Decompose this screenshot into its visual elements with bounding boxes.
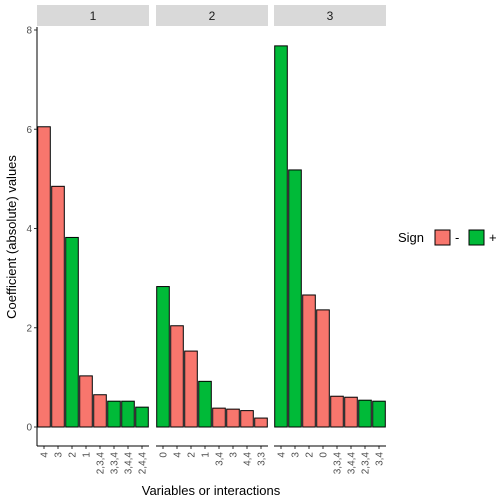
x-tick-label: 1 <box>82 452 93 458</box>
bar <box>37 126 51 428</box>
bar <box>107 400 121 428</box>
legend-label: - <box>455 230 459 245</box>
x-tick-label: 4 <box>40 452 51 458</box>
x-tick-label: 3,4 <box>375 452 386 466</box>
facet-strip-label: 3 <box>327 9 334 23</box>
x-tick-label: 3,3 <box>257 452 268 466</box>
x-tick-label: 2 <box>68 452 79 458</box>
bar <box>358 399 372 428</box>
y-tick-label: 0 <box>26 423 32 434</box>
bar <box>51 185 65 428</box>
x-tick-label: 3,3,4 <box>333 452 344 475</box>
bar <box>316 309 330 428</box>
x-tick-label: 4,4 <box>243 452 254 466</box>
facet-panel-1: 14 3 2 1 2,3,4 3,3,4 3,4,4 2,4,4 <box>37 5 149 474</box>
bar <box>226 408 240 428</box>
x-tick-label: 2,3,4 <box>96 452 107 475</box>
x-tick-label: 0 <box>159 452 170 458</box>
facet-panels: 14 3 2 1 2,3,4 3,3,4 3,4,4 2,4,420 4 2 1 3,4 3 4,4 3,3… <box>37 5 386 474</box>
bar <box>288 169 302 428</box>
bar <box>212 407 226 428</box>
x-tick-label: 2 <box>187 452 198 458</box>
facet-strip-label: 2 <box>209 9 216 23</box>
x-axis-title: Variables or interactions <box>142 483 281 498</box>
y-tick-label: 4 <box>26 224 32 235</box>
y-tick-label: 2 <box>26 323 32 334</box>
x-tick-label: 2,3,4 <box>361 452 372 475</box>
x-tick-label: 3,4 <box>215 452 226 466</box>
x-tick-label: 1 <box>201 452 212 458</box>
bar <box>65 236 79 428</box>
y-tick-label: 8 <box>26 26 32 37</box>
bar <box>170 325 184 428</box>
x-tick-label: 2,4,4 <box>138 452 149 475</box>
y-axis-title: Coefficient (absolute) values <box>4 155 19 319</box>
bar <box>121 400 135 428</box>
bar <box>372 400 386 428</box>
x-tick-label: 4 <box>277 452 288 458</box>
legend-label: + <box>489 230 497 245</box>
bar <box>135 406 149 428</box>
x-tick-label: 3 <box>54 452 65 458</box>
x-tick-label: 3 <box>229 452 240 458</box>
x-tick-label: 4 <box>173 452 184 458</box>
facet-strip <box>37 5 149 26</box>
legend-title: Sign <box>398 230 424 245</box>
legend-swatch <box>468 229 485 246</box>
facet-panel-2: 20 4 2 1 3,4 3 4,4 3,3 <box>156 5 268 466</box>
y-axis: 0 2 4 6 8 <box>26 26 38 446</box>
bar <box>79 375 93 428</box>
bar <box>156 286 170 428</box>
facet-strip <box>274 5 386 26</box>
legend-swatch <box>434 229 451 246</box>
bar <box>198 380 212 428</box>
x-tick-label: 3,3,4 <box>110 452 121 475</box>
bar <box>93 394 107 428</box>
y-tick-label: 6 <box>26 125 32 136</box>
bar <box>240 410 254 428</box>
legend: Sign - + <box>398 229 497 246</box>
x-tick-label: 3,4,4 <box>347 452 358 475</box>
bar <box>344 396 358 428</box>
bar <box>302 294 316 428</box>
x-tick-label: 3,4,4 <box>124 452 135 475</box>
bar <box>330 395 344 428</box>
x-tick-label: 3 <box>291 452 302 458</box>
bar <box>274 45 288 428</box>
bar <box>184 350 198 428</box>
facet-strip <box>156 5 268 26</box>
x-tick-label: 0 <box>319 452 330 458</box>
bar <box>254 417 268 428</box>
facet-panel-3: 34 3 2 0 3,3,4 3,4,4 2,3,4 3,4 <box>274 5 386 474</box>
x-tick-label: 2 <box>305 452 316 458</box>
facet-strip-label: 1 <box>90 9 97 23</box>
